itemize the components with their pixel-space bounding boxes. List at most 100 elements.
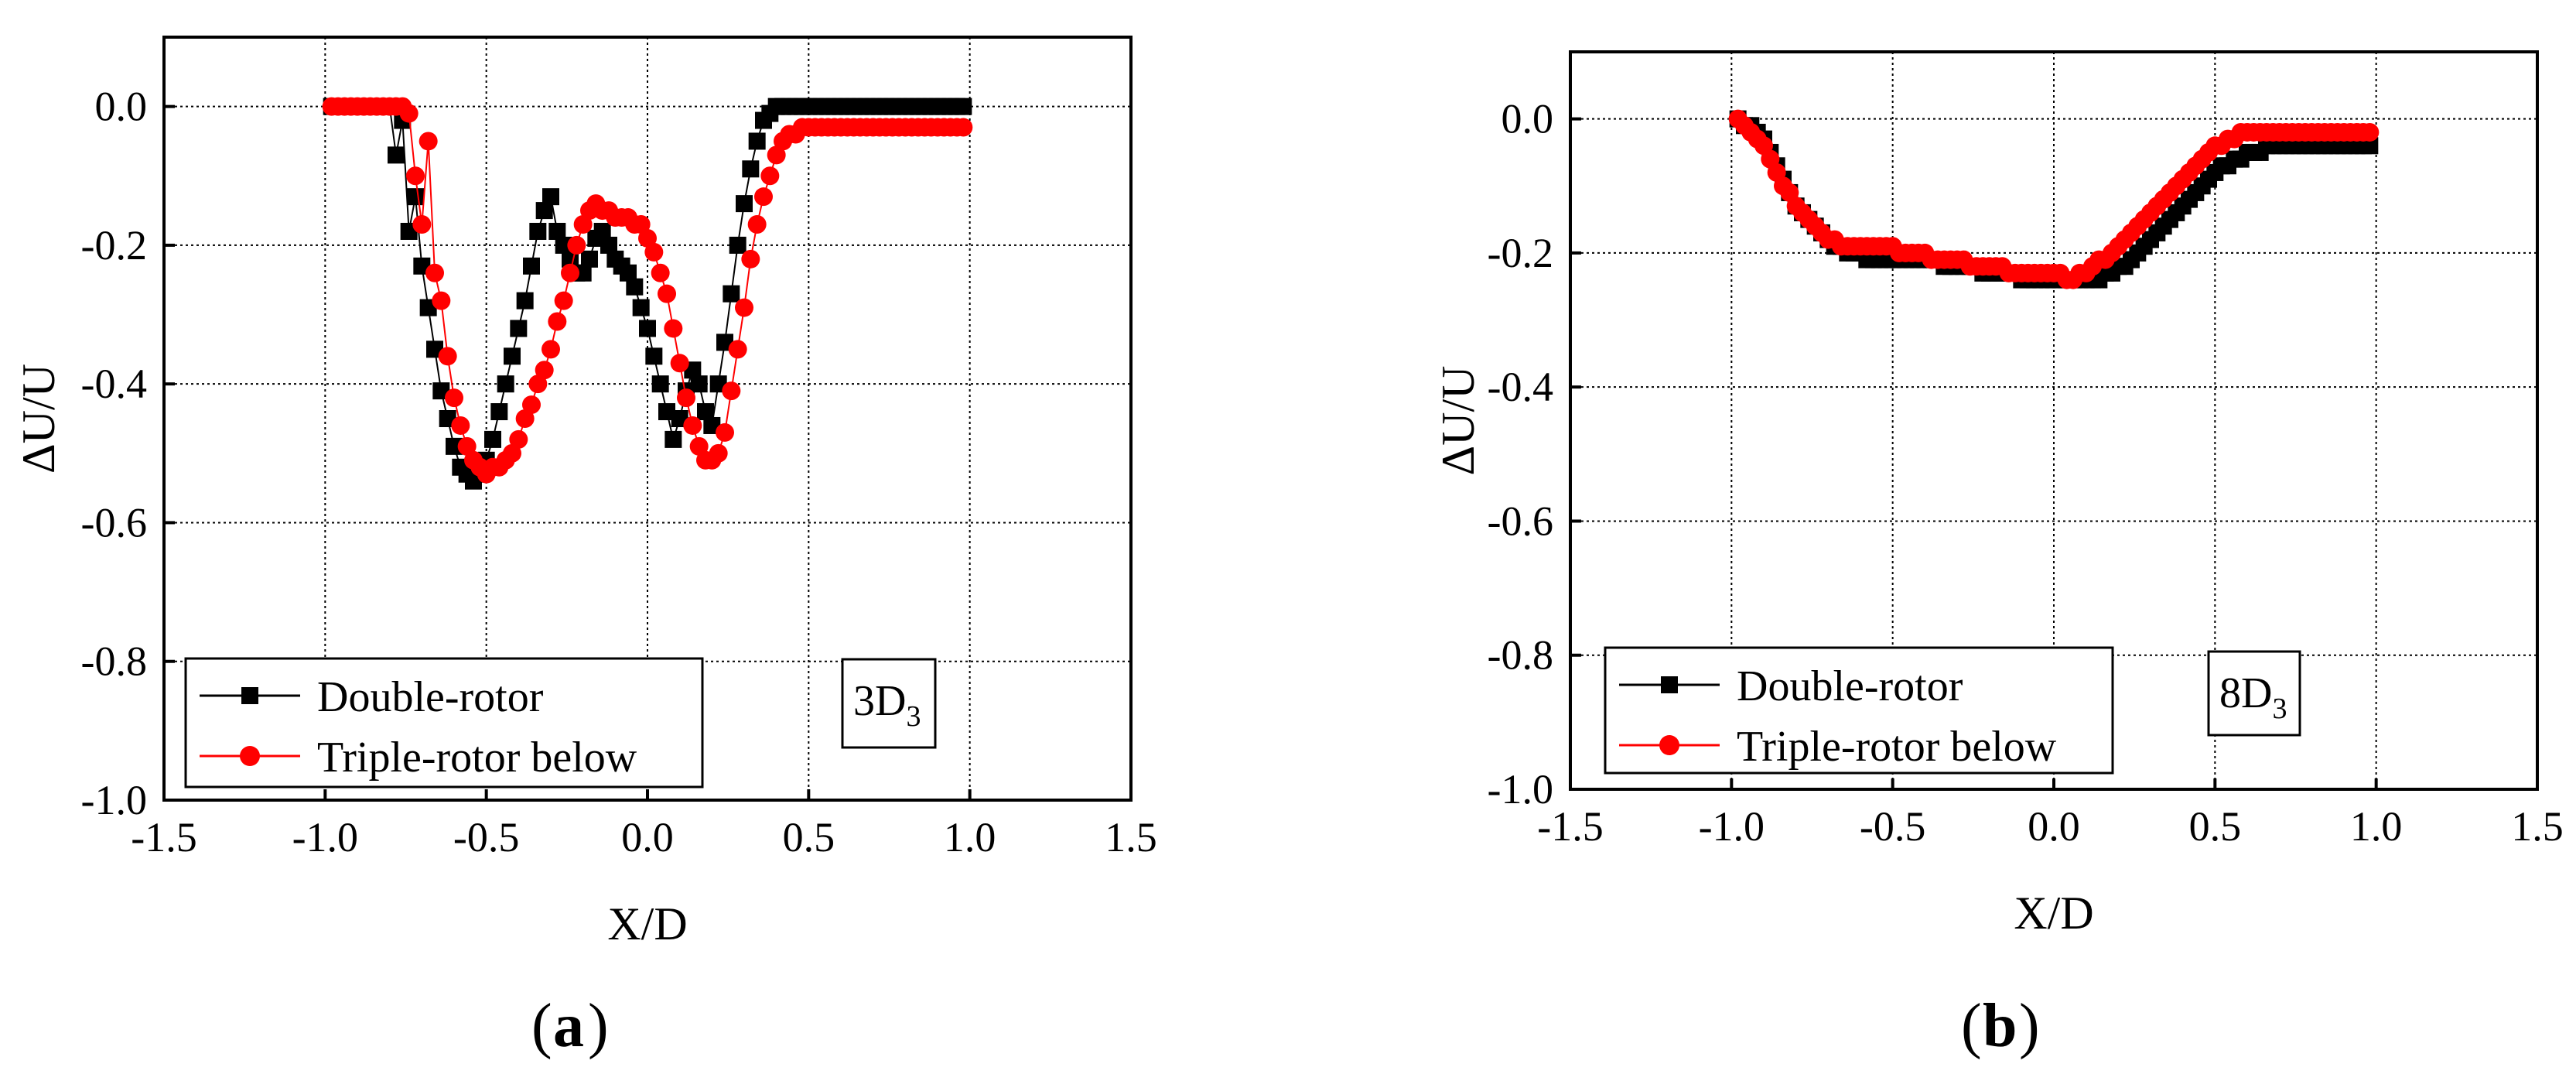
- data-point-square: [632, 299, 650, 316]
- data-point-circle: [954, 118, 973, 137]
- x-tick-label: 0.0: [621, 814, 674, 860]
- data-point-square: [542, 188, 559, 206]
- data-point-circle: [741, 249, 760, 269]
- y-tick-label: -0.8: [81, 638, 147, 685]
- data-point-circle: [760, 166, 780, 186]
- x-tick-label: 0.5: [2189, 803, 2242, 850]
- annotation-box: [2207, 650, 2301, 737]
- x-tick-label: 0.0: [2028, 803, 2080, 850]
- data-point-circle: [747, 215, 767, 234]
- y-tick-label: -0.6: [1488, 498, 1553, 544]
- data-point-square: [484, 430, 501, 448]
- panel-a: ( a ) -1.5 -1.0 -0.5 0.0 0.5 1.0 1.5-1.0-0.8-0…: [13, 36, 1157, 1060]
- y-axis-label: ΔU/U: [13, 364, 64, 474]
- annotation-label: 3D3: [853, 677, 921, 733]
- data-point-circle: [406, 166, 425, 186]
- data-point-circle: [457, 436, 477, 456]
- legend-marker-square: [1661, 676, 1678, 693]
- data-point-square: [535, 202, 553, 220]
- data-point-square: [664, 430, 682, 448]
- data-point-circle: [2360, 122, 2380, 142]
- caption-close-paren-b: ): [2019, 992, 2040, 1060]
- data-point-circle: [631, 215, 651, 234]
- y-tick-label: 0.0: [95, 84, 148, 130]
- data-point-circle: [509, 429, 528, 449]
- data-point-circle: [664, 319, 683, 338]
- data-point-circle: [716, 422, 734, 442]
- data-point-square: [593, 222, 611, 240]
- x-tick-label: -0.5: [453, 814, 519, 860]
- data-point-square: [723, 285, 740, 303]
- data-point-square: [697, 403, 714, 421]
- caption-open-paren-b: (: [1961, 992, 1982, 1060]
- data-point-square: [651, 375, 669, 393]
- data-point-square: [955, 97, 972, 115]
- y-tick-label: -1.0: [1488, 766, 1553, 812]
- data-point-circle: [638, 228, 657, 248]
- data-point-square: [504, 347, 521, 365]
- data-point-circle: [722, 381, 741, 401]
- data-point-circle: [425, 263, 444, 282]
- panel-b: ( b ) -1.5 -1.0 -0.5 0.0 0.5 1.0 1.5-1.0-0.8-0…: [1433, 50, 2564, 1060]
- legend-marker-circle: [240, 746, 260, 766]
- caption-open-paren-a: (: [531, 992, 552, 1060]
- data-point-circle: [535, 361, 554, 380]
- x-axis-label: X/D: [607, 898, 687, 949]
- data-point-square: [516, 292, 534, 310]
- data-point-circle: [451, 416, 470, 435]
- data-point-circle: [412, 215, 432, 234]
- x-tick-label: -1.5: [131, 814, 196, 860]
- data-point-square: [548, 222, 566, 240]
- data-point-circle: [528, 375, 548, 394]
- data-point-circle: [503, 443, 521, 463]
- data-point-square: [555, 236, 572, 254]
- data-point-circle: [670, 354, 689, 373]
- data-point-square: [2361, 137, 2379, 155]
- data-point-square: [407, 188, 424, 206]
- y-tick-label: -0.8: [1488, 632, 1553, 679]
- data-point-square: [658, 403, 675, 421]
- data-point-square: [497, 375, 514, 393]
- data-point-circle: [438, 347, 457, 366]
- legend-label: Triple-rotor below: [1737, 723, 2057, 771]
- data-point-circle: [677, 388, 695, 408]
- data-point-square: [690, 375, 708, 393]
- data-point-circle: [735, 298, 753, 317]
- data-point-circle: [689, 436, 709, 456]
- x-tick-label: 0.5: [783, 814, 835, 860]
- y-axis-label: ΔU/U: [1433, 366, 1484, 476]
- data-point-circle: [651, 263, 670, 282]
- data-point-circle: [445, 388, 463, 408]
- x-tick-label: 1.5: [2511, 803, 2564, 850]
- data-point-circle: [432, 291, 451, 310]
- y-tick-label: -0.6: [81, 499, 147, 546]
- caption-letter-b: b: [1983, 992, 2017, 1060]
- data-point-circle: [419, 132, 438, 151]
- legend-marker-circle: [1659, 735, 1679, 755]
- y-tick-label: 0.0: [1502, 96, 1554, 142]
- data-point-square: [581, 250, 598, 268]
- data-point-square: [645, 347, 663, 365]
- x-tick-label: 1.0: [944, 814, 996, 860]
- y-tick-label: -0.4: [81, 361, 147, 407]
- data-point-square: [600, 236, 617, 254]
- data-point-circle: [644, 242, 664, 262]
- caption-letter-a: a: [553, 992, 584, 1060]
- data-point-circle: [683, 416, 702, 435]
- x-tick-label: -1.5: [1537, 803, 1603, 850]
- y-tick-label: -0.2: [1488, 230, 1553, 276]
- data-point-circle: [542, 340, 560, 359]
- data-point-circle: [515, 409, 535, 428]
- data-point-circle: [573, 215, 593, 234]
- data-point-square: [729, 236, 746, 254]
- data-point-square: [639, 320, 656, 337]
- caption-close-paren-a: ): [588, 992, 609, 1060]
- legend-box: [1604, 646, 2114, 775]
- legend-box: [184, 657, 704, 789]
- data-point-square: [736, 195, 753, 213]
- data-point-circle: [709, 443, 728, 463]
- data-point-circle: [522, 395, 541, 415]
- x-tick-label: -0.5: [1860, 803, 1925, 850]
- data-point-square: [523, 257, 540, 275]
- annotation-box: [841, 658, 937, 749]
